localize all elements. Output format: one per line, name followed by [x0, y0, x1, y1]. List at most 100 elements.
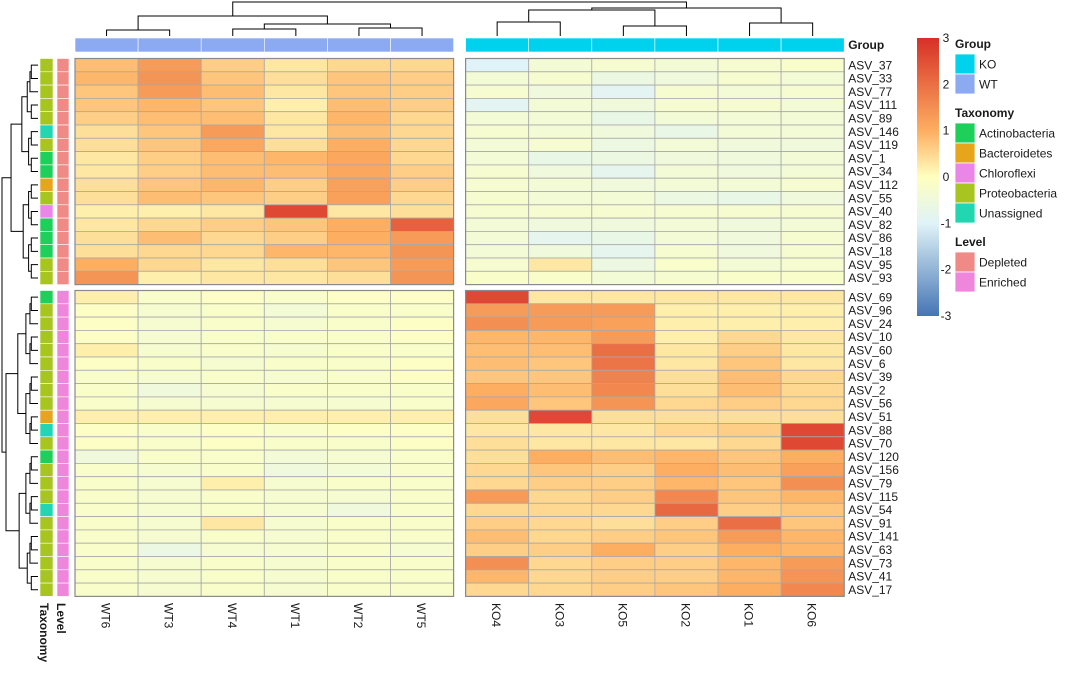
- heatmap-cell: [528, 356, 593, 371]
- heatmap-cell: [326, 516, 391, 531]
- heatmap-cell: [780, 257, 845, 272]
- heatmap-cell: [465, 329, 530, 345]
- heatmap-cell: [780, 396, 845, 411]
- group-legend-swatch: [954, 53, 976, 75]
- taxonomy-legend-label: Chloroflexi: [979, 167, 1036, 181]
- heatmap-cell: [200, 343, 265, 358]
- heatmap-cell: [390, 316, 454, 331]
- heatmap-cell: [200, 98, 265, 113]
- heatmap-cell: [528, 516, 593, 531]
- group-cell-wt: [137, 37, 202, 53]
- heatmap-cell: [326, 177, 391, 192]
- heatmap-cell: [74, 462, 139, 478]
- level-legend-label: Enriched: [979, 276, 1026, 290]
- heatmap-cell: [200, 409, 265, 424]
- heatmap-cell: [390, 257, 454, 272]
- heatmap-cell: [591, 204, 656, 219]
- heatmap-cell: [654, 343, 719, 358]
- taxonomy-cell: [39, 409, 54, 424]
- heatmap-cell: [74, 409, 139, 424]
- heatmap-cell: [465, 489, 530, 504]
- taxonomy-annotation-title: Taxonomy: [37, 603, 51, 662]
- heatmap-cell: [528, 383, 593, 398]
- heatmap-cell: [74, 516, 139, 531]
- heatmap-cell: [200, 230, 265, 246]
- heatmap-cell: [465, 270, 530, 285]
- heatmap-cell: [465, 356, 530, 371]
- level-cell: [56, 270, 70, 285]
- heatmap-cell: [465, 230, 530, 246]
- heatmap-cell: [137, 84, 202, 99]
- heatmap-cell: [465, 303, 530, 318]
- heatmap-cell: [200, 137, 265, 153]
- taxonomy-legend-label: Unassigned: [979, 207, 1042, 221]
- heatmap-cell: [528, 316, 593, 331]
- heatmap-cell: [780, 303, 845, 318]
- heatmap-cell: [326, 356, 391, 371]
- heatmap-cell: [263, 423, 328, 438]
- heatmap-cell: [390, 502, 454, 517]
- heatmap-cell: [717, 462, 782, 478]
- heatmap-cell: [780, 462, 845, 478]
- heatmap-cell: [528, 58, 593, 73]
- dendro-branch: [30, 184, 38, 199]
- level-cell: [56, 396, 70, 411]
- level-cell: [56, 124, 70, 139]
- heatmap-cell: [528, 257, 593, 272]
- taxonomy-cell: [39, 290, 54, 305]
- heatmap-cell: [263, 516, 328, 531]
- level-legend-title: Level: [955, 235, 986, 249]
- heatmap-cell: [74, 177, 139, 192]
- heatmap-cell: [591, 98, 656, 113]
- heatmap-cell: [717, 84, 782, 99]
- dendro-branch: [30, 536, 38, 551]
- row-label: ASV_82: [848, 218, 892, 232]
- heatmap-cell: [465, 164, 530, 179]
- heatmap-cell: [780, 343, 845, 358]
- heatmap-cell: [326, 151, 391, 166]
- heatmap-cell: [74, 191, 139, 206]
- heatmap-cell: [74, 556, 139, 571]
- heatmap-cell: [326, 316, 391, 331]
- heatmap-cell: [74, 137, 139, 153]
- column-labels: WT6 WT3 WT4 WT1 WT2 WT5 KO4 KO3 KO5 KO2 KO1 KO6: [99, 603, 819, 629]
- heatmap-cell: [465, 569, 530, 584]
- heatmap-cell: [74, 111, 139, 126]
- dendro-root: [1, 177, 12, 453]
- heatmap-cell: [528, 204, 593, 219]
- heatmap-cell: [528, 111, 593, 126]
- heatmap-cell: [717, 356, 782, 371]
- row-label: ASV_73: [848, 556, 892, 570]
- heatmap-cell: [465, 516, 530, 531]
- group-legend-title: Group: [955, 37, 991, 51]
- heatmap-cell: [137, 489, 202, 504]
- heatmap-cell: [200, 124, 265, 139]
- heatmap-cell: [200, 164, 265, 179]
- heatmap-cell: [591, 58, 656, 73]
- level-legend-swatch: [954, 271, 976, 293]
- heatmap-cell: [390, 516, 454, 531]
- row-label: ASV_17: [848, 583, 892, 597]
- heatmap-cell: [591, 409, 656, 424]
- heatmap-cell: [591, 423, 656, 438]
- heatmap-cell: [465, 257, 530, 272]
- group-legend-label: WT: [979, 78, 998, 92]
- heatmap-cell: [200, 436, 265, 451]
- heatmap-cell: [528, 84, 593, 99]
- heatmap-cell: [465, 217, 530, 232]
- heatmap-cell: [528, 230, 593, 246]
- row-label: ASV_146: [848, 125, 899, 139]
- heatmap-cell: [263, 489, 328, 504]
- heatmap-cell: [74, 124, 139, 139]
- dendro-branch: [30, 131, 38, 146]
- heatmap-cell: [263, 316, 328, 331]
- heatmap-cell: [528, 569, 593, 584]
- level-cell: [56, 244, 70, 259]
- row-label: ASV_77: [848, 85, 892, 99]
- heatmap-cell: [263, 270, 328, 285]
- heatmap-cell: [137, 257, 202, 272]
- level-cell: [56, 231, 70, 245]
- heatmap-cell: [263, 529, 328, 544]
- heatmap-cell: [263, 137, 328, 153]
- heatmap-cell: [780, 58, 845, 73]
